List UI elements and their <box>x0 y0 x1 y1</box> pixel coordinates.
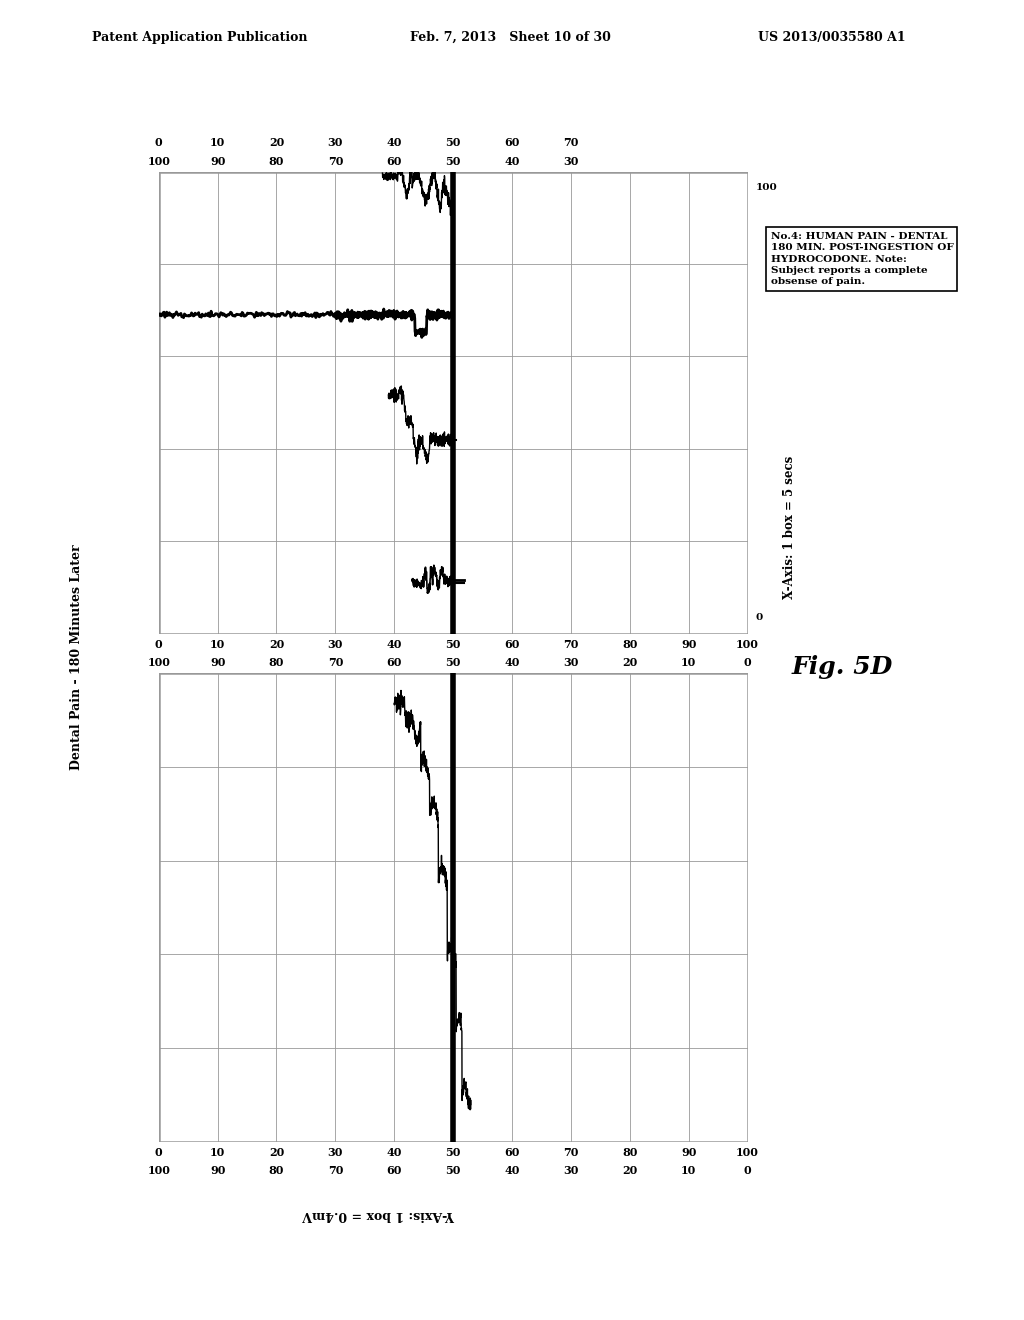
Text: 90: 90 <box>210 657 225 668</box>
Text: 90: 90 <box>681 1147 696 1158</box>
Text: 60: 60 <box>386 657 402 668</box>
Text: Fig. 5D: Fig. 5D <box>792 655 893 678</box>
Text: 10: 10 <box>681 1166 696 1176</box>
Text: 10: 10 <box>681 657 696 668</box>
Text: 70: 70 <box>328 156 343 166</box>
Text: 70: 70 <box>328 657 343 668</box>
Text: 80: 80 <box>268 1166 285 1176</box>
Text: 30: 30 <box>328 137 343 148</box>
Text: 20: 20 <box>269 1147 284 1158</box>
Text: 50: 50 <box>445 137 461 148</box>
Text: 60: 60 <box>504 137 520 148</box>
Text: 0: 0 <box>756 612 763 622</box>
Text: 70: 70 <box>563 137 579 148</box>
Text: 50: 50 <box>445 657 461 668</box>
Text: 90: 90 <box>210 156 225 166</box>
Text: 0: 0 <box>743 657 752 668</box>
Text: 0: 0 <box>743 1166 752 1176</box>
Text: 100: 100 <box>736 639 759 649</box>
Text: 50: 50 <box>445 156 461 166</box>
Text: 50: 50 <box>445 1166 461 1176</box>
Text: 100: 100 <box>147 657 170 668</box>
Text: 40: 40 <box>504 657 520 668</box>
Text: 20: 20 <box>623 1166 637 1176</box>
Text: 60: 60 <box>386 1166 402 1176</box>
Text: 0: 0 <box>155 137 163 148</box>
Text: 40: 40 <box>386 1147 402 1158</box>
Text: 70: 70 <box>328 1166 343 1176</box>
Text: 40: 40 <box>504 1166 520 1176</box>
Text: 100: 100 <box>147 156 170 166</box>
Text: 60: 60 <box>386 156 402 166</box>
Text: 70: 70 <box>563 639 579 649</box>
Text: 50: 50 <box>445 639 461 649</box>
Text: 80: 80 <box>268 657 285 668</box>
Text: Y-Axis: 1 box = 0.4mV: Y-Axis: 1 box = 0.4mV <box>302 1208 456 1221</box>
Text: 0: 0 <box>155 1147 163 1158</box>
Text: 80: 80 <box>622 1147 638 1158</box>
Text: 10: 10 <box>210 137 225 148</box>
Text: 0: 0 <box>155 639 163 649</box>
Text: X-Axis: 1 box = 5 secs: X-Axis: 1 box = 5 secs <box>783 455 797 599</box>
Text: 60: 60 <box>504 639 520 649</box>
Text: 10: 10 <box>210 1147 225 1158</box>
Text: 40: 40 <box>504 156 520 166</box>
Text: 60: 60 <box>504 1147 520 1158</box>
Text: 20: 20 <box>269 639 284 649</box>
Text: US 2013/0035580 A1: US 2013/0035580 A1 <box>758 32 905 45</box>
Text: 100: 100 <box>756 183 777 193</box>
Text: 20: 20 <box>269 137 284 148</box>
Text: 100: 100 <box>147 1166 170 1176</box>
Text: 70: 70 <box>563 1147 579 1158</box>
Text: 30: 30 <box>563 657 579 668</box>
Text: 30: 30 <box>328 639 343 649</box>
Text: Dental Pain - 180 Minutes Later: Dental Pain - 180 Minutes Later <box>71 544 83 770</box>
Text: 90: 90 <box>681 639 696 649</box>
Text: 80: 80 <box>268 156 285 166</box>
Text: 90: 90 <box>210 1166 225 1176</box>
Text: Patent Application Publication: Patent Application Publication <box>92 32 307 45</box>
Text: 40: 40 <box>386 639 402 649</box>
Text: 20: 20 <box>623 657 637 668</box>
Text: 100: 100 <box>736 1147 759 1158</box>
Text: 80: 80 <box>622 639 638 649</box>
Text: No.4: HUMAN PAIN - DENTAL
180 MIN. POST-INGESTION OF
HYDROCODONE. Note:
Subject : No.4: HUMAN PAIN - DENTAL 180 MIN. POST-… <box>770 231 953 286</box>
Text: 40: 40 <box>386 137 402 148</box>
Text: 10: 10 <box>210 639 225 649</box>
Text: 30: 30 <box>563 156 579 166</box>
Text: Feb. 7, 2013   Sheet 10 of 30: Feb. 7, 2013 Sheet 10 of 30 <box>410 32 610 45</box>
Text: 30: 30 <box>563 1166 579 1176</box>
Text: 50: 50 <box>445 1147 461 1158</box>
Text: 30: 30 <box>328 1147 343 1158</box>
